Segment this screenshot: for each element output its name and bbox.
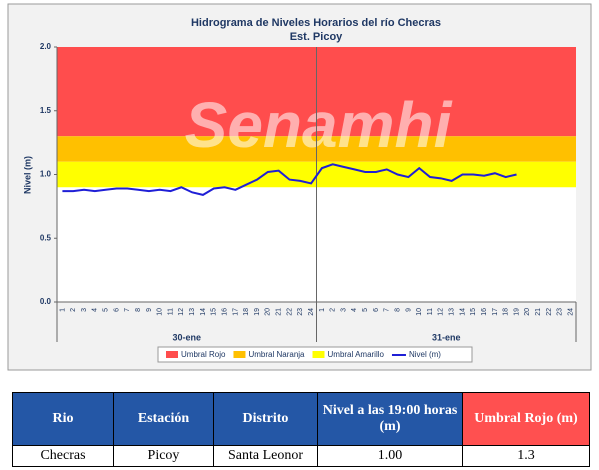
cell: Santa Leonor <box>213 445 318 467</box>
header-row: Rio Estación Distrito Nivel a las 19:00 … <box>12 392 590 446</box>
x-tick-label: 18 <box>243 308 250 316</box>
x-tick-label: 5 <box>362 308 369 312</box>
x-tick-label: 13 <box>449 308 456 316</box>
chart: Hidrograma de Niveles Horarios del río C… <box>7 3 592 371</box>
legend-label: Umbral Amarillo <box>328 350 385 359</box>
x-tick-label: 11 <box>167 308 174 315</box>
x-tick-label: 19 <box>254 308 261 316</box>
cell: Checras <box>12 445 114 467</box>
x-tick-label: 22 <box>286 308 293 316</box>
y-axis-label: Nivel (m) <box>22 156 32 194</box>
x-tick-label: 5 <box>103 308 110 312</box>
cell: Picoy <box>113 445 214 467</box>
legend-swatch <box>166 351 178 358</box>
x-tick-label: 9 <box>405 308 412 312</box>
x-tick-label: 6 <box>113 308 120 312</box>
x-tick-label: 13 <box>189 308 196 316</box>
y-tick-label: 0.0 <box>40 297 52 306</box>
legend-swatch <box>312 351 325 358</box>
x-tick-label: 3 <box>340 308 347 312</box>
x-tick-label: 21 <box>276 308 283 316</box>
header-cell: Distrito <box>213 392 318 446</box>
x-tick-label: 17 <box>492 308 499 316</box>
header-cell: Nivel a las 19:00 horas (m) <box>317 392 463 446</box>
group-label: 30-ene <box>172 332 201 342</box>
legend-label: Nivel (m) <box>409 350 441 359</box>
cell: 1.3 <box>462 445 590 467</box>
x-tick-label: 10 <box>157 308 164 316</box>
x-tick-label: 3 <box>81 308 88 312</box>
legend-swatch <box>233 351 246 358</box>
y-tick-label: 2.0 <box>40 42 52 51</box>
legend-label: Umbral Rojo <box>181 350 226 359</box>
x-tick-label: 2 <box>70 308 77 312</box>
chart-subtitle: Est. Picoy <box>290 31 343 43</box>
x-tick-label: 12 <box>438 308 445 316</box>
x-tick-label: 4 <box>351 308 358 312</box>
y-tick-label: 0.5 <box>40 233 52 242</box>
x-tick-label: 21 <box>535 308 542 316</box>
x-tick-label: 7 <box>384 308 391 312</box>
x-tick-label: 23 <box>557 308 564 316</box>
x-tick-label: 6 <box>373 308 380 312</box>
x-tick-label: 7 <box>124 308 131 312</box>
x-tick-label: 1 <box>59 308 66 312</box>
x-tick-label: 16 <box>221 308 228 316</box>
x-tick-label: 8 <box>135 308 142 312</box>
group-label: 31-ene <box>432 332 461 342</box>
x-tick-label: 19 <box>513 308 520 316</box>
x-tick-label: 20 <box>265 308 272 316</box>
x-tick-label: 14 <box>200 308 207 316</box>
x-tick-label: 23 <box>297 308 304 316</box>
x-tick-label: 17 <box>232 308 239 316</box>
x-tick-label: 9 <box>146 308 153 312</box>
x-tick-label: 16 <box>481 308 488 316</box>
data-line <box>62 163 517 196</box>
header-cell: Umbral Rojo (m) <box>462 392 590 446</box>
x-tick-label: 11 <box>427 308 434 315</box>
x-tick-label: 10 <box>416 308 423 316</box>
y-tick-label: 1.0 <box>40 170 52 179</box>
x-tick-label: 8 <box>394 308 401 312</box>
x-tick-label: 20 <box>524 308 531 316</box>
x-tick-label: 22 <box>546 308 553 316</box>
y-tick-label: 1.5 <box>40 106 52 115</box>
x-tick-label: 4 <box>92 308 99 312</box>
x-tick-label: 18 <box>503 308 510 316</box>
header-cell: Estación <box>113 392 214 446</box>
x-tick-label: 15 <box>211 308 218 316</box>
cell: 1.00 <box>317 445 463 467</box>
legend-label: Umbral Naranja <box>248 350 305 359</box>
x-tick-label: 2 <box>330 308 337 312</box>
x-tick-label: 15 <box>470 308 477 316</box>
x-tick-label: 24 <box>567 308 574 316</box>
summary-table: Rio Estación Distrito Nivel a las 19:00 … <box>12 392 590 467</box>
data-row: Checras Picoy Santa Leonor 1.00 1.3 <box>12 445 590 467</box>
x-tick-label: 14 <box>459 308 466 316</box>
x-tick-label: 24 <box>308 308 315 316</box>
x-tick-label: 1 <box>319 308 326 312</box>
chart-title: Hidrograma de Niveles Horarios del río C… <box>191 17 441 29</box>
watermark: Senamhi <box>185 89 453 161</box>
header-cell: Rio <box>12 392 114 446</box>
x-tick-label: 12 <box>178 308 185 316</box>
